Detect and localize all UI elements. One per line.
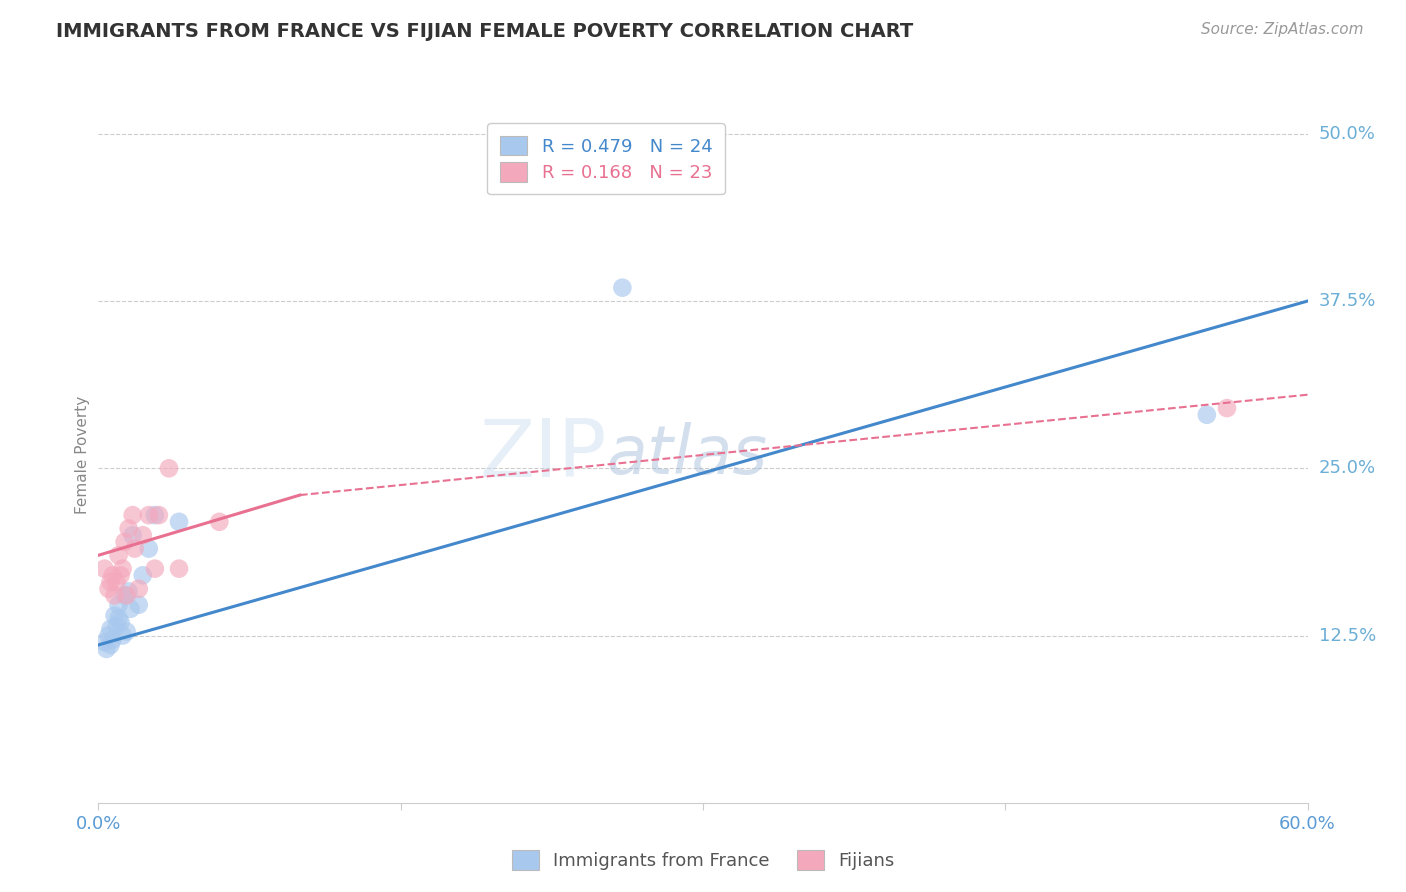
Point — [115, 624, 138, 639]
Point — [143, 508, 166, 523]
Point — [118, 521, 141, 535]
Point — [100, 638, 122, 652]
Point — [138, 508, 160, 523]
Point — [128, 582, 150, 596]
Point — [148, 508, 170, 523]
Text: atlas: atlas — [606, 422, 768, 488]
Text: 25.0%: 25.0% — [1319, 459, 1376, 477]
Text: 50.0%: 50.0% — [1319, 125, 1375, 143]
Point — [138, 541, 160, 556]
Point — [167, 515, 190, 529]
Point — [121, 528, 143, 542]
Point — [118, 584, 141, 599]
Point — [97, 582, 120, 596]
Text: IMMIGRANTS FROM FRANCE VS FIJIAN FEMALE POVERTY CORRELATION CHART: IMMIGRANTS FROM FRANCE VS FIJIAN FEMALE … — [56, 22, 914, 41]
Point — [110, 568, 132, 582]
Point — [96, 642, 118, 657]
Point — [100, 622, 122, 636]
Point — [101, 632, 124, 647]
Point — [1216, 401, 1239, 416]
Point — [157, 461, 180, 475]
Point — [93, 562, 115, 576]
Point — [93, 635, 115, 649]
Point — [132, 528, 155, 542]
Point — [120, 602, 142, 616]
Point — [107, 548, 129, 563]
Point — [143, 562, 166, 576]
Point — [121, 508, 143, 523]
Text: 37.5%: 37.5% — [1319, 292, 1376, 310]
Point — [100, 575, 122, 590]
Point — [128, 598, 150, 612]
Point — [110, 615, 132, 630]
Point — [105, 619, 128, 633]
Point — [107, 598, 129, 612]
Y-axis label: Female Poverty: Female Poverty — [75, 396, 90, 514]
Text: 12.5%: 12.5% — [1319, 626, 1376, 645]
Point — [103, 589, 125, 603]
Point — [208, 515, 231, 529]
Legend: Immigrants from France, Fijians: Immigrants from France, Fijians — [505, 843, 901, 877]
Point — [115, 589, 138, 603]
Point — [1195, 408, 1218, 422]
Point — [107, 611, 129, 625]
Point — [103, 608, 125, 623]
Point — [114, 535, 136, 549]
Point — [101, 568, 124, 582]
Point — [114, 589, 136, 603]
Point — [612, 281, 634, 295]
Text: Source: ZipAtlas.com: Source: ZipAtlas.com — [1201, 22, 1364, 37]
Point — [97, 628, 120, 642]
Point — [111, 628, 134, 642]
Point — [167, 562, 190, 576]
Point — [124, 541, 146, 556]
Point — [105, 575, 128, 590]
Point — [132, 568, 155, 582]
Point — [111, 562, 134, 576]
Text: ZIP: ZIP — [479, 416, 606, 494]
